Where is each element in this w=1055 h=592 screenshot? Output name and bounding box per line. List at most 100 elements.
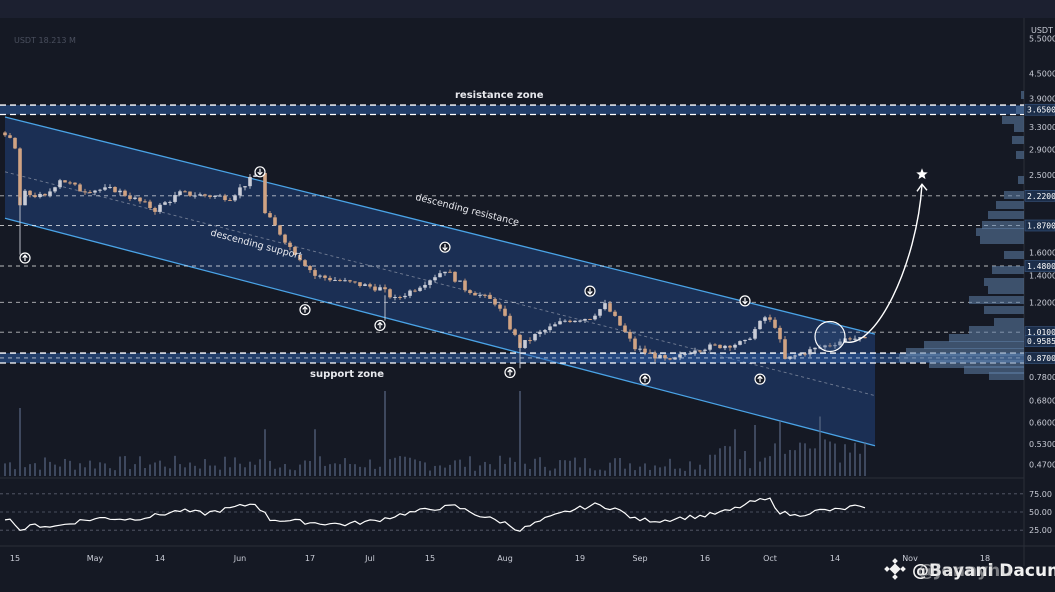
candle (363, 283, 367, 287)
candle-body (498, 304, 502, 309)
volume-profile-bar (1018, 176, 1024, 184)
volume-bar (794, 450, 796, 476)
candle (13, 137, 17, 150)
candle (428, 279, 432, 289)
volume-profile-bar (980, 236, 1024, 244)
volume-bar (584, 458, 586, 476)
candle (198, 192, 202, 196)
time-tick-label: May (87, 554, 104, 563)
price-tag-label: 3.6500 (1027, 106, 1055, 115)
candle (143, 199, 147, 203)
volume-profile-bar (976, 228, 1024, 236)
down-arrow-icon (439, 241, 451, 253)
candle-body (848, 338, 852, 340)
candle-body (163, 202, 167, 205)
volume-bar (779, 420, 781, 476)
volume-profile-bar (982, 221, 1024, 229)
candle (808, 346, 812, 357)
candle-body (548, 326, 552, 331)
candle-body (668, 358, 672, 360)
candle-body (168, 201, 172, 203)
volume-bar (164, 466, 166, 476)
candle-body (853, 338, 857, 340)
candle (633, 336, 637, 352)
volume-bar (169, 468, 171, 476)
candle-body (473, 293, 477, 296)
candle (43, 193, 47, 197)
candle-body (408, 290, 412, 296)
candle (8, 132, 12, 139)
volume-bar (289, 469, 291, 476)
candle-body (703, 349, 707, 351)
candle (473, 291, 477, 296)
candle-body (568, 320, 572, 323)
candle (103, 184, 107, 192)
candle (588, 318, 592, 320)
candle (763, 315, 767, 324)
volume-bar (229, 467, 231, 476)
candle-body (713, 344, 717, 346)
candle (758, 320, 762, 330)
up-arrow-icon-arrow (22, 254, 28, 261)
candle (578, 319, 582, 323)
volume-bar (704, 469, 706, 476)
candle (548, 323, 552, 333)
volume-bar (564, 460, 566, 476)
watermark-overlay: @Jennyhu (918, 561, 1012, 581)
candle (373, 283, 377, 292)
candle (203, 193, 207, 198)
volume-bar (39, 469, 41, 476)
candle (308, 264, 312, 273)
volume-bar (759, 461, 761, 476)
price-tick-label: 0.4700 (1029, 461, 1055, 470)
candle-body (438, 273, 442, 278)
candle (118, 188, 122, 196)
candle (543, 329, 547, 335)
candle-body (528, 340, 532, 342)
candle-body (423, 284, 427, 288)
candle (608, 300, 612, 313)
candle (708, 342, 712, 352)
volume-bar (199, 468, 201, 476)
candle-body (93, 190, 97, 193)
volume-bar (569, 460, 571, 476)
candle-body (58, 180, 62, 188)
candle (683, 351, 687, 357)
candle-body (593, 315, 597, 320)
candle-body (88, 191, 92, 193)
candle (453, 271, 457, 283)
candle-body (123, 190, 127, 196)
volume-profile-bar (1021, 91, 1024, 99)
candle-body (113, 186, 117, 193)
volume-bar (449, 464, 451, 476)
candle-body (128, 195, 132, 199)
candle-body (673, 357, 677, 360)
candle-body (793, 355, 797, 357)
candle-body (193, 195, 197, 197)
candle (178, 189, 182, 196)
candle-body (493, 298, 497, 305)
candle-body (708, 344, 712, 350)
candle-body (178, 191, 182, 196)
volume-bar (404, 456, 406, 476)
volume-bar (204, 459, 206, 476)
time-tick-label: 17 (305, 554, 315, 563)
candle (98, 188, 102, 193)
volume-bar (389, 459, 391, 476)
price-tag-label: 1.4800 (1027, 262, 1055, 271)
volume-bar (499, 455, 501, 476)
volume-profile-bar (949, 334, 1024, 342)
candle (18, 147, 22, 206)
candle-body (393, 297, 397, 299)
candle (218, 193, 222, 197)
candle (673, 356, 677, 360)
volume-bar (334, 463, 336, 476)
candle-body (233, 195, 237, 201)
candle (273, 214, 277, 226)
volume-bar (589, 468, 591, 476)
time-tick-label: 19 (575, 554, 585, 563)
candle (353, 281, 357, 284)
candle (318, 274, 322, 279)
candle-body (223, 195, 227, 201)
volume-profile-bar (964, 366, 1024, 374)
